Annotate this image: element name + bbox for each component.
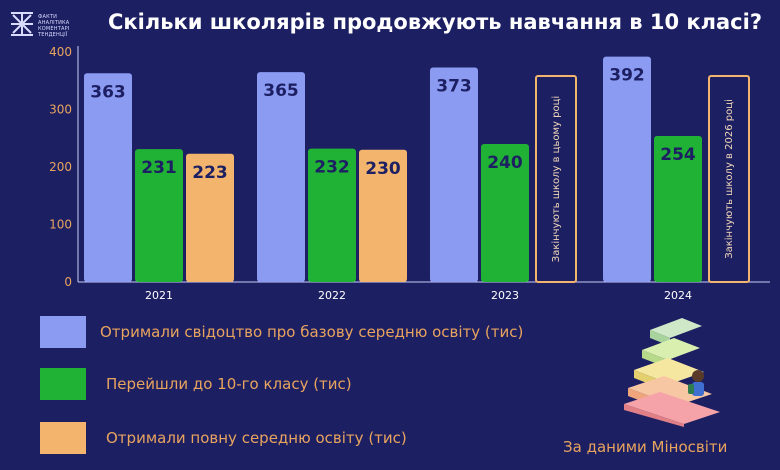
- data-label: 223: [192, 163, 228, 183]
- legend-swatch-grade10: [40, 368, 86, 400]
- annotation-text: Закінчують школу в цьому році: [550, 96, 562, 262]
- annotation-box: [708, 75, 750, 283]
- x-tick-label: 2024: [664, 289, 692, 302]
- x-tick-label: 2022: [318, 289, 346, 302]
- source-note: За даними Міносвіти: [563, 438, 728, 456]
- legend-swatch-basic: [40, 316, 86, 348]
- x-tick-label: 2021: [145, 289, 173, 302]
- bar-2022-series-1: [257, 72, 305, 282]
- legend-label-grade10: Перейшли до 10-го класу (тис): [106, 375, 352, 393]
- annotation-box: [535, 75, 577, 283]
- bar-2021-series-2: [135, 149, 183, 282]
- data-label: 231: [141, 158, 177, 178]
- legend-label-full: Отримали повну середню освіту (тис): [106, 429, 407, 447]
- bar-2021-series-1: [84, 73, 132, 283]
- y-tick-label: 0: [64, 275, 72, 289]
- y-tick-label: 200: [49, 160, 72, 174]
- bar-2024-series-2: [654, 135, 702, 282]
- legend-item-basic: Отримали свідоцтво про базову середню ос…: [40, 316, 523, 348]
- legend-swatch-full: [40, 422, 86, 454]
- logo-text: ФАКТИ АНАЛІТИКА КОМЕНТАРІ ТЕНДЕНЦІЇ: [38, 14, 108, 38]
- annotation-text: Закінчують школу в 2026 році: [723, 99, 735, 259]
- y-tick-label: 300: [49, 103, 72, 117]
- y-tick-label: 100: [49, 218, 72, 232]
- x-tick-label: 2023: [491, 289, 519, 302]
- logo-line: КОМЕНТАРІ: [38, 26, 70, 32]
- data-label: 392: [609, 66, 645, 86]
- books-stairs-illustration-icon: [624, 318, 720, 427]
- data-label: 373: [436, 77, 472, 97]
- logo-line: АНАЛІТИКА: [38, 20, 70, 26]
- logo-line: ТЕНДЕНЦІЇ: [38, 32, 68, 38]
- bar-2023-series-1: [430, 67, 478, 283]
- legend-label-basic: Отримали свідоцтво про базову середню ос…: [100, 323, 524, 341]
- chart-title: Скільки школярів продовжують навчання в …: [107, 10, 763, 34]
- bar-chart: 0 100 200 300 400 363 231 223 2021 365 232 230 2022 3…: [49, 45, 770, 302]
- data-label: 232: [314, 158, 350, 178]
- data-label: 254: [660, 145, 696, 165]
- data-label: 230: [365, 159, 401, 179]
- logo-line: ФАКТИ: [38, 14, 58, 20]
- data-label: 365: [263, 81, 299, 101]
- bar-2023-series-2: [481, 144, 529, 282]
- legend-item-full: Отримали повну середню освіту (тис): [40, 422, 407, 454]
- bar-2022-series-2: [308, 148, 356, 282]
- data-label: 240: [487, 153, 523, 173]
- logo-mark-icon: [11, 12, 33, 36]
- y-tick-label: 400: [49, 45, 72, 59]
- data-label: 363: [90, 82, 126, 102]
- legend-item-grade10: Перейшли до 10-го класу (тис): [40, 368, 352, 400]
- bar-2024-series-1: [603, 56, 651, 282]
- logo: ФАКТИ АНАЛІТИКА КОМЕНТАРІ ТЕНДЕНЦІЇ: [8, 10, 118, 46]
- bar-2022-series-3: [359, 149, 407, 282]
- bar-2021-series-3: [186, 153, 234, 282]
